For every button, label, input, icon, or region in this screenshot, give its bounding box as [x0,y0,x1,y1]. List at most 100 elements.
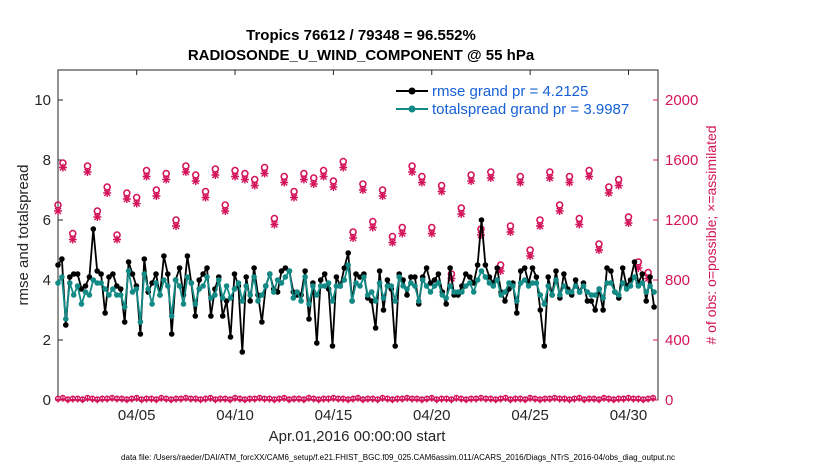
obs-assimilated-marker-zero [399,396,406,403]
obs-assimilated-marker [83,168,92,176]
obs-assimilated-marker [624,219,633,227]
obs-assimilated-marker [349,234,358,242]
totalspread-point [125,268,132,274]
y-right-tick-label: 1600 [665,152,698,169]
obs-assimilated-marker [58,163,67,172]
rmse-point [196,277,202,283]
obs-assimilated-marker-zero [473,396,480,403]
obs-assimilated-marker [231,172,240,181]
totalspread-point [204,274,210,280]
rmse-point [404,292,410,298]
obs-assimilated-marker-zero [177,396,184,403]
rmse-point [517,268,524,274]
totalspread-point [423,283,430,289]
obs-assimilated-marker-zero [123,397,130,404]
totalspread-point [490,283,497,289]
obs-assimilated-marker-zero [566,397,573,404]
x-axis-label: Apr.01,2016 00:00:00 start [269,428,447,445]
totalspread-point [627,283,634,289]
totalspread-point [153,280,159,286]
totalspread-point [282,274,289,280]
rmse-point [82,283,89,289]
totalspread-point [412,283,418,289]
obs-assimilated-marker-zero [212,397,219,404]
obs-assimilated-marker [408,168,417,176]
obs-assimilated-marker-zero [241,397,248,404]
rmse-point [435,271,442,277]
rmse-point [592,307,598,313]
obs-assimilated-marker [555,207,564,215]
series-lines [55,217,657,355]
totalspread-point [616,292,622,298]
obs-assimilated-marker-zero [251,396,258,403]
chart-title-line-1: Tropics 76612 / 79348 = 96.552% [246,27,476,44]
totalspread-point [553,277,559,283]
totalspread-point [557,292,563,298]
rmse-point [514,310,520,316]
obs-assimilated-marker-zero [433,397,440,404]
totalspread-point [514,298,520,304]
totalspread-point [129,289,136,295]
totalspread-point [165,283,171,289]
obs-assimilated-marker [260,169,269,178]
rmse-point [110,271,116,277]
obs-assimilated-marker [486,174,495,182]
obs-assimilated-marker-zero [128,396,135,403]
y-right-tick-label: 800 [665,272,690,289]
rmse-point [306,316,312,322]
totalspread-point [400,283,406,289]
rmse-point [604,265,610,271]
rmse-point [114,283,120,289]
rmse-point [600,307,606,313]
obs-assimilated-marker [516,178,525,187]
obs-assimilated-marker [162,175,171,184]
obs-assimilated-marker [211,171,220,179]
totalspread-point [141,271,148,277]
rmse-point [529,265,536,271]
totalspread-point [419,277,426,283]
totalspread-point [580,283,587,289]
totalspread-point [404,286,410,292]
totalspread-point [67,280,73,286]
rmse-point [533,274,540,280]
obs-assimilated-marker-zero [64,397,71,404]
totalspread-point [121,304,128,310]
totalspread-point [447,283,453,289]
rmse-point [321,271,328,277]
obs-assimilated-marker [132,199,141,208]
rmse-point [631,259,638,265]
obs-assimilated-marker-zero [536,397,543,404]
rmse-point [243,274,249,280]
totalspread-point [82,289,89,295]
totalspread-point [243,283,249,289]
rmse-point [643,298,649,304]
rmse-point [67,274,73,280]
obs-assimilated-marker [339,163,348,172]
rmse-point [584,298,591,304]
y-right-tick-label: 2000 [665,92,698,109]
obs-assimilated-marker-zero [153,397,160,404]
totalspread-point [294,289,301,295]
totalspread-point [317,283,324,289]
obs-assimilated-marker-zero [546,396,553,403]
obs-assimilated-marker [594,246,603,254]
totalspread-point [647,283,653,289]
totalspread-point [117,292,124,298]
rmse-point [74,271,81,277]
obs-assimilated-marker-zero [448,397,455,404]
totalspread-point [70,292,77,298]
obs-assimilated-marker [290,193,299,202]
totalspread-point [612,289,618,295]
totalspread-point [486,280,493,286]
y-axis-right: 0 400 800 1200 1600 2000 [653,92,698,409]
obs-assimilated-marker [388,238,397,247]
obs-assimilated-marker-zero [202,396,209,403]
totalspread-point [106,292,112,298]
totalspread-point [608,280,614,286]
obs-assimilated-marker [575,220,584,229]
totalspread-point [619,280,626,286]
rmse-point [259,319,265,325]
x-tick-label: 04/10 [216,407,254,424]
totalspread-point [451,289,457,295]
totalspread-point [376,280,383,286]
